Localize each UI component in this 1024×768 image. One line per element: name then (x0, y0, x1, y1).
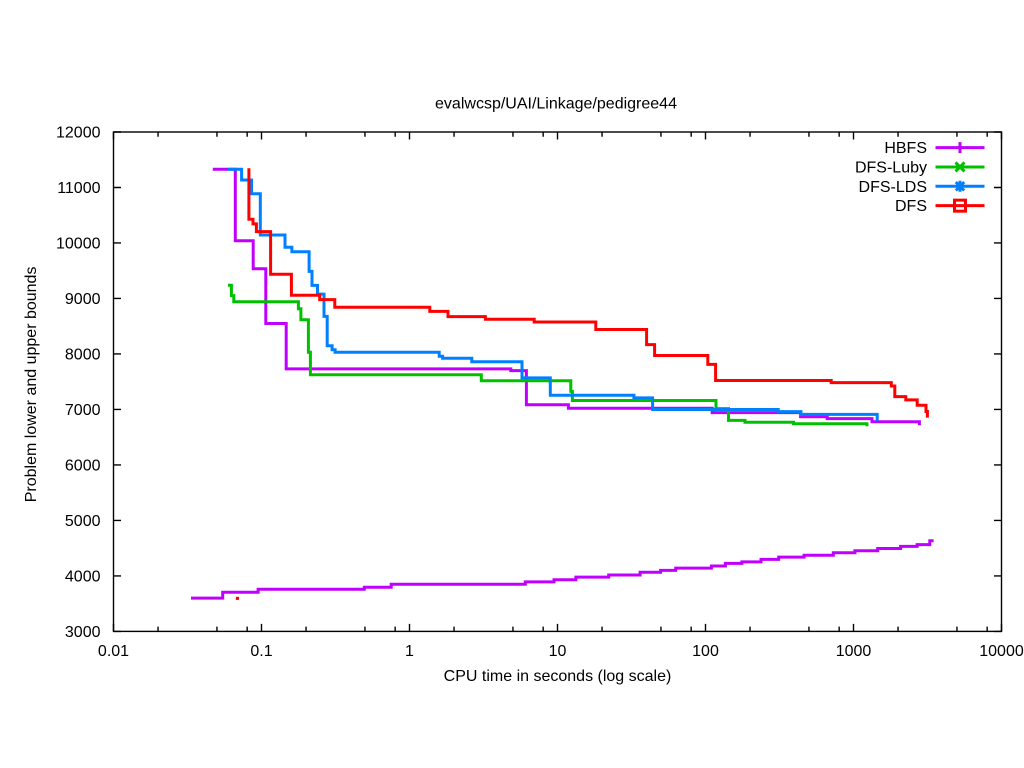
svg-text:DFS-LDS: DFS-LDS (859, 179, 927, 196)
svg-text:11000: 11000 (57, 180, 100, 197)
svg-text:7000: 7000 (65, 402, 101, 419)
svg-text:4000: 4000 (65, 568, 101, 585)
svg-text:10: 10 (549, 643, 567, 660)
svg-text:10000: 10000 (56, 235, 101, 252)
svg-text:1000: 1000 (836, 643, 872, 660)
svg-text:3000: 3000 (65, 624, 101, 641)
svg-text:5000: 5000 (65, 513, 101, 530)
svg-text:1: 1 (405, 643, 414, 660)
svg-text:12000: 12000 (56, 125, 101, 142)
svg-text:Problem lower and upper bounds: Problem lower and upper bounds (23, 267, 40, 503)
svg-text:evalwcsp/UAI/Linkage/pedigree4: evalwcsp/UAI/Linkage/pedigree44 (435, 96, 677, 113)
svg-text:HBFS: HBFS (884, 140, 927, 157)
svg-text:9000: 9000 (65, 291, 101, 308)
svg-text:100: 100 (692, 643, 719, 660)
svg-text:10000: 10000 (979, 643, 1024, 660)
svg-text:8000: 8000 (65, 346, 101, 363)
svg-text:6000: 6000 (65, 457, 101, 474)
svg-text:CPU time in seconds (log scale: CPU time in seconds (log scale) (444, 668, 672, 685)
svg-text:DFS-Luby: DFS-Luby (855, 159, 927, 176)
svg-text:DFS: DFS (895, 198, 927, 215)
svg-text:0.1: 0.1 (250, 643, 272, 660)
svg-text:0.01: 0.01 (98, 643, 129, 660)
